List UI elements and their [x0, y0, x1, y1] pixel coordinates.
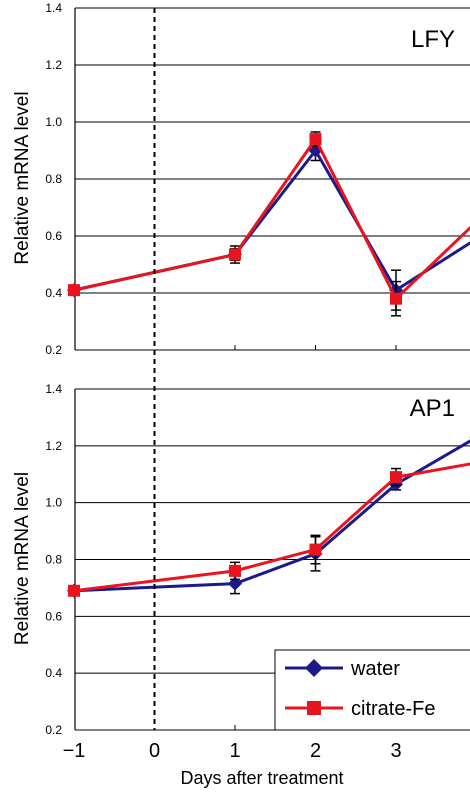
y-axis-label: Relative mRNA level — [12, 472, 33, 645]
x-tick-label: 2 — [310, 740, 321, 762]
y-tick-label: 0.2 — [45, 723, 62, 737]
data-point-square — [309, 133, 322, 146]
series-water — [67, 436, 470, 598]
data-point-square — [229, 564, 241, 577]
x-tick-label: 3 — [390, 740, 401, 762]
legend-entry-label: water — [350, 658, 400, 680]
y-axis-label: Relative mRNA level — [12, 91, 33, 264]
data-point-square — [229, 248, 241, 261]
y-tick-label: 0.2 — [45, 343, 62, 357]
legend-box — [274, 649, 470, 731]
legend: water citrate-Fe — [274, 649, 470, 731]
y-tick-label: 0.8 — [45, 172, 62, 186]
y-tick-label: 0.6 — [45, 229, 62, 243]
y-tick-label: 1.0 — [45, 115, 62, 129]
y-tick-label: 1.0 — [45, 496, 62, 510]
x-tick-label: −1 — [63, 740, 86, 762]
y-tick-label: 0.8 — [45, 553, 62, 567]
y-tick-label: 0.4 — [45, 666, 62, 680]
panel-lfy: 0.2 0.4 0.6 0.8 1.0 1.2 1.4 Relative mRNA level… — [12, 1, 470, 357]
x-axis-label: Days after treatment — [180, 768, 343, 788]
y-tick-label: 1.2 — [45, 439, 62, 453]
y-tick-label: 1.4 — [45, 382, 62, 396]
series-citrate-fe — [68, 131, 470, 317]
x-tick-label: 1 — [229, 740, 240, 762]
panel-label: LFY — [411, 26, 455, 53]
series-line — [73, 136, 470, 302]
legend-marker-diamond — [305, 659, 323, 677]
data-point-diamond — [228, 576, 242, 591]
y-tick-label: 0.4 — [45, 286, 62, 300]
y-tick-label: 1.2 — [45, 58, 62, 72]
data-point-square — [309, 543, 322, 556]
y-tick-label: 0.6 — [45, 609, 62, 623]
series-line — [73, 462, 470, 593]
panel-label: AP1 — [410, 395, 455, 422]
panel-ap1: 0.2 0.4 0.6 0.8 1.0 1.2 1.4 Relative mRNA level… — [12, 382, 470, 737]
legend-marker-square — [307, 701, 321, 715]
y-tick-label: 1.4 — [45, 1, 62, 15]
series-citrate-fe — [68, 462, 470, 597]
data-point-square — [390, 471, 402, 484]
series-line — [73, 147, 470, 293]
series-line — [73, 439, 470, 593]
data-point-square — [68, 584, 80, 597]
x-tick-label: 0 — [149, 740, 160, 762]
x-tick-labels: −101234 — [63, 740, 402, 762]
legend-entry-label: citrate-Fe — [351, 698, 435, 720]
data-point-square — [390, 292, 402, 305]
data-point-square — [68, 284, 80, 297]
